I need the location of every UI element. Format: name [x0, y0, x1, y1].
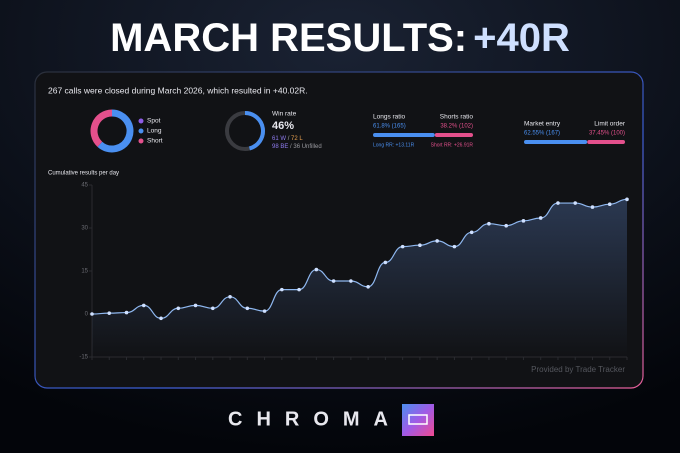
ratio-value: 61.8% (165)	[373, 124, 406, 130]
point	[452, 244, 457, 249]
win-arc	[244, 111, 265, 151]
legend-label: Long	[147, 128, 162, 135]
win-detail-part: 72 L	[291, 136, 303, 142]
point	[504, 223, 508, 228]
ratio-label: Shorts ratio	[440, 114, 474, 121]
brand-logo	[402, 404, 434, 436]
legend-dot	[138, 138, 144, 144]
line	[91, 198, 628, 319]
point	[314, 267, 319, 272]
point	[573, 201, 578, 205]
win-detail: 61 W / 72 L	[272, 136, 303, 142]
credit: Provided by Trade Tracker	[531, 365, 625, 374]
point	[262, 309, 267, 313]
point	[383, 260, 388, 265]
point	[90, 312, 94, 316]
legend-dot	[138, 128, 144, 134]
point	[607, 202, 612, 207]
y-tick-label: -15	[79, 355, 88, 361]
legend-label: Spot	[147, 118, 161, 125]
ratio-value: 62.55% (167)	[524, 131, 560, 137]
ratio-bar	[587, 140, 625, 144]
point	[418, 243, 422, 247]
point	[280, 287, 284, 292]
title: MARCH RESULTS: +40R	[110, 16, 570, 60]
area	[92, 199, 627, 357]
point	[245, 306, 250, 311]
point	[124, 310, 129, 315]
y-tick-label: 45	[81, 183, 88, 189]
point	[625, 197, 629, 202]
point	[590, 205, 595, 209]
summary: 267 calls were closed during March 2026,…	[48, 85, 308, 95]
legend-label: Short	[147, 138, 163, 145]
ratio-label: Market entry	[524, 121, 561, 128]
point	[538, 216, 543, 220]
win-label: Win rate	[272, 111, 297, 118]
point	[159, 316, 163, 321]
win-detail-part: / 36 Unfilled	[290, 144, 322, 150]
point	[331, 279, 336, 283]
point	[400, 244, 405, 249]
ratio-note: Long RR: +13.11R	[373, 142, 415, 148]
point	[366, 284, 370, 289]
point	[141, 303, 146, 308]
point	[469, 230, 474, 235]
win-value: 46%	[272, 120, 294, 132]
ratio-bar	[524, 140, 588, 144]
ratio-value: 38.2% (102)	[440, 124, 473, 130]
ratio-value: 37.45% (100)	[589, 131, 625, 137]
ratio-bar	[373, 133, 435, 137]
chart-title: Cumulative results per day	[48, 171, 119, 177]
point	[297, 287, 301, 292]
donut-segment	[97, 109, 134, 153]
point	[435, 239, 439, 243]
title-result: +40R	[473, 16, 570, 60]
point	[556, 201, 560, 205]
win-detail-part: 61 W	[272, 136, 286, 142]
y-tick-label: 30	[81, 226, 88, 232]
brand: CHROMA	[228, 408, 402, 430]
legend-dot	[138, 118, 144, 124]
win-detail: 98 BE / 36 Unfilled	[272, 144, 322, 150]
ratio-note: Short RR: +26.91R	[431, 142, 474, 148]
point	[487, 221, 491, 226]
ratio-bar	[434, 133, 473, 137]
point	[193, 303, 198, 308]
point	[521, 219, 526, 223]
point	[349, 279, 353, 283]
title-text: MARCH RESULTS:	[110, 16, 467, 60]
ratio-label: Longs ratio	[373, 114, 406, 121]
brand-logo-mark	[408, 414, 428, 425]
win-detail-part: 98 BE	[272, 144, 288, 150]
ratio-label: Limit order	[594, 121, 626, 128]
point	[211, 306, 215, 311]
point	[228, 295, 232, 299]
y-tick-label: 15	[81, 269, 88, 275]
y-tick-label: 0	[85, 312, 89, 318]
point	[107, 311, 112, 315]
donut-segment	[90, 109, 113, 147]
win-detail-part: /	[288, 136, 290, 142]
point	[176, 306, 181, 311]
